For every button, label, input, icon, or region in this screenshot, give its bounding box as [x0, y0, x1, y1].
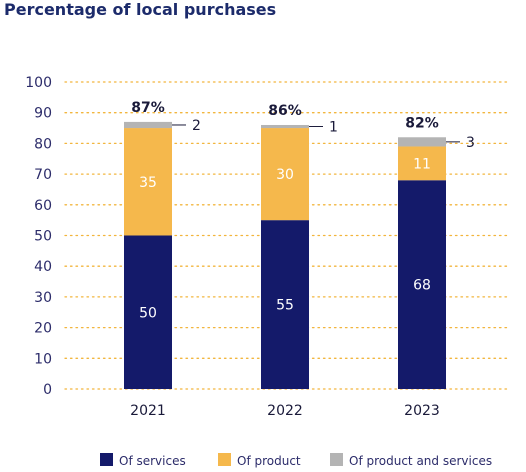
- segment-value-label: 50: [139, 305, 157, 321]
- bar-segment: [261, 128, 309, 221]
- bar-segment: [398, 137, 446, 147]
- legend-swatch: [330, 453, 343, 466]
- segment-value-label: 30: [276, 167, 294, 183]
- x-tick-label: 2022: [267, 403, 303, 419]
- segment-value-label: 11: [413, 156, 431, 172]
- y-tick-label: 70: [34, 167, 52, 183]
- bar-total-label: 82%: [405, 115, 439, 131]
- y-tick-label: 80: [34, 136, 52, 152]
- y-tick-label: 30: [34, 290, 52, 306]
- y-tick-label: 10: [34, 351, 52, 367]
- segment-value-label: 3: [466, 135, 475, 151]
- y-tick-label: 50: [34, 229, 52, 245]
- bar-segment: [261, 220, 309, 389]
- segment-value-label: 35: [139, 175, 157, 191]
- segment-value-label: 55: [276, 298, 294, 314]
- bar-total-label: 86%: [268, 103, 302, 119]
- chart-title: Percentage of local purchases: [4, 0, 277, 19]
- legend-label: Of services: [119, 454, 186, 468]
- y-tick-label: 40: [34, 259, 52, 275]
- x-tick-label: 2021: [130, 403, 166, 419]
- legend-label: Of product: [237, 454, 301, 468]
- bar-segment: [261, 124, 309, 129]
- x-tick-label: 2023: [404, 403, 440, 419]
- y-tick-label: 20: [34, 321, 52, 337]
- segment-value-label: 2: [192, 118, 201, 134]
- bar-total-label: 87%: [131, 100, 165, 116]
- y-tick-label: 100: [25, 75, 52, 91]
- segment-value-label: 1: [329, 120, 338, 136]
- legend-swatch: [100, 453, 113, 466]
- bar-segment: [398, 180, 446, 389]
- bar-segment: [124, 235, 172, 389]
- y-tick-label: 60: [34, 198, 52, 214]
- bar-segment: [398, 146, 446, 181]
- bar-segment: [124, 128, 172, 236]
- segment-value-label: 68: [413, 278, 431, 294]
- y-tick-label: 0: [43, 382, 52, 398]
- y-tick-label: 90: [34, 106, 52, 122]
- bar-segment: [124, 121, 172, 129]
- legend-swatch: [218, 453, 231, 466]
- legend-label: Of product and services: [349, 454, 492, 468]
